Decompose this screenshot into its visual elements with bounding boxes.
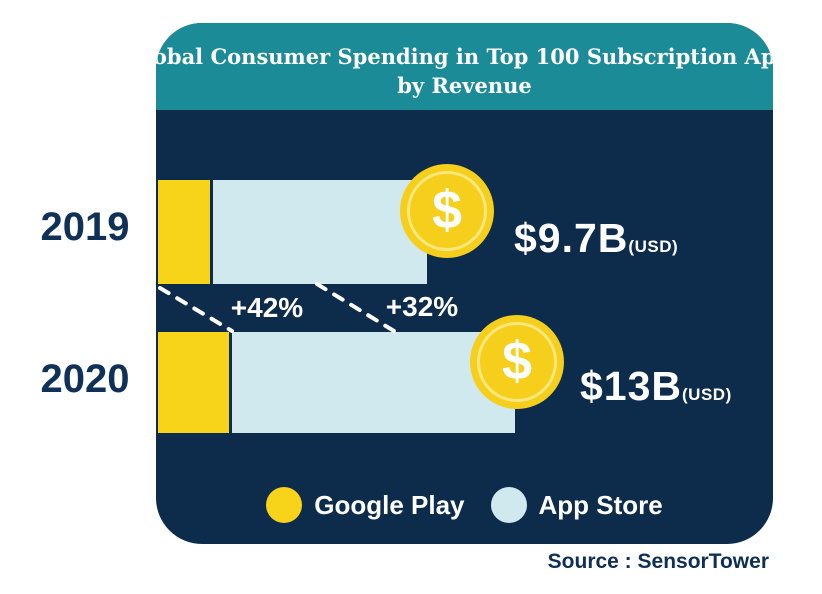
growth-guides: [158, 282, 396, 333]
dollar-coin-icon-2019: $: [400, 164, 494, 258]
year-label-2019: 2019: [40, 205, 130, 249]
chart-title-line-2: by Revenue: [397, 72, 532, 98]
growth-dashed-line-app-store: [315, 282, 396, 333]
growth-label-google-play: +42%: [230, 292, 304, 323]
total-value-2019-unit: (USD): [628, 237, 679, 256]
source-attribution: Source : SensorTower: [547, 550, 769, 573]
legend-label-google-play: Google Play: [314, 489, 465, 520]
total-value-2020: $13B (USD): [580, 363, 732, 410]
legend-item-google-play: Google Play: [266, 487, 465, 523]
bar-segment-2020-google-play: [158, 332, 229, 433]
bar-segment-2019-app-store: [213, 180, 427, 284]
total-value-2020-unit: (USD): [682, 385, 732, 404]
legend-item-app-store: App Store: [490, 487, 663, 523]
growth-dashed-line-google-play: [158, 286, 234, 333]
legend-swatch-google-play: [266, 487, 303, 523]
chart-panel: Global Consumer Spending in Top 100 Subs…: [156, 23, 773, 544]
total-value-2020-amount: $13B: [580, 363, 683, 409]
dollar-coin-icon-2020: $: [470, 315, 564, 409]
chart-legend: Google Play App Store: [156, 484, 773, 526]
legend-swatch-app-store: [490, 487, 527, 523]
bar-2019: [158, 180, 427, 284]
bar-segment-2020-app-store: [232, 332, 515, 433]
growth-label-app-store: +32%: [385, 291, 459, 322]
bar-segment-2019-google-play: [158, 180, 210, 284]
dollar-sign-glyph: $: [501, 331, 533, 391]
chart-header: Global Consumer Spending in Top 100 Subs…: [156, 23, 773, 110]
legend-label-app-store: App Store: [538, 489, 663, 520]
total-value-2019-amount: $9.7B: [514, 215, 629, 261]
chart-title-line-1: Global Consumer Spending in Top 100 Subs…: [156, 43, 773, 69]
year-label-2020: 2020: [40, 357, 130, 401]
bar-2020: [158, 332, 515, 433]
total-value-2019: $9.7B (USD): [514, 215, 678, 262]
dollar-sign-glyph: $: [431, 180, 463, 240]
